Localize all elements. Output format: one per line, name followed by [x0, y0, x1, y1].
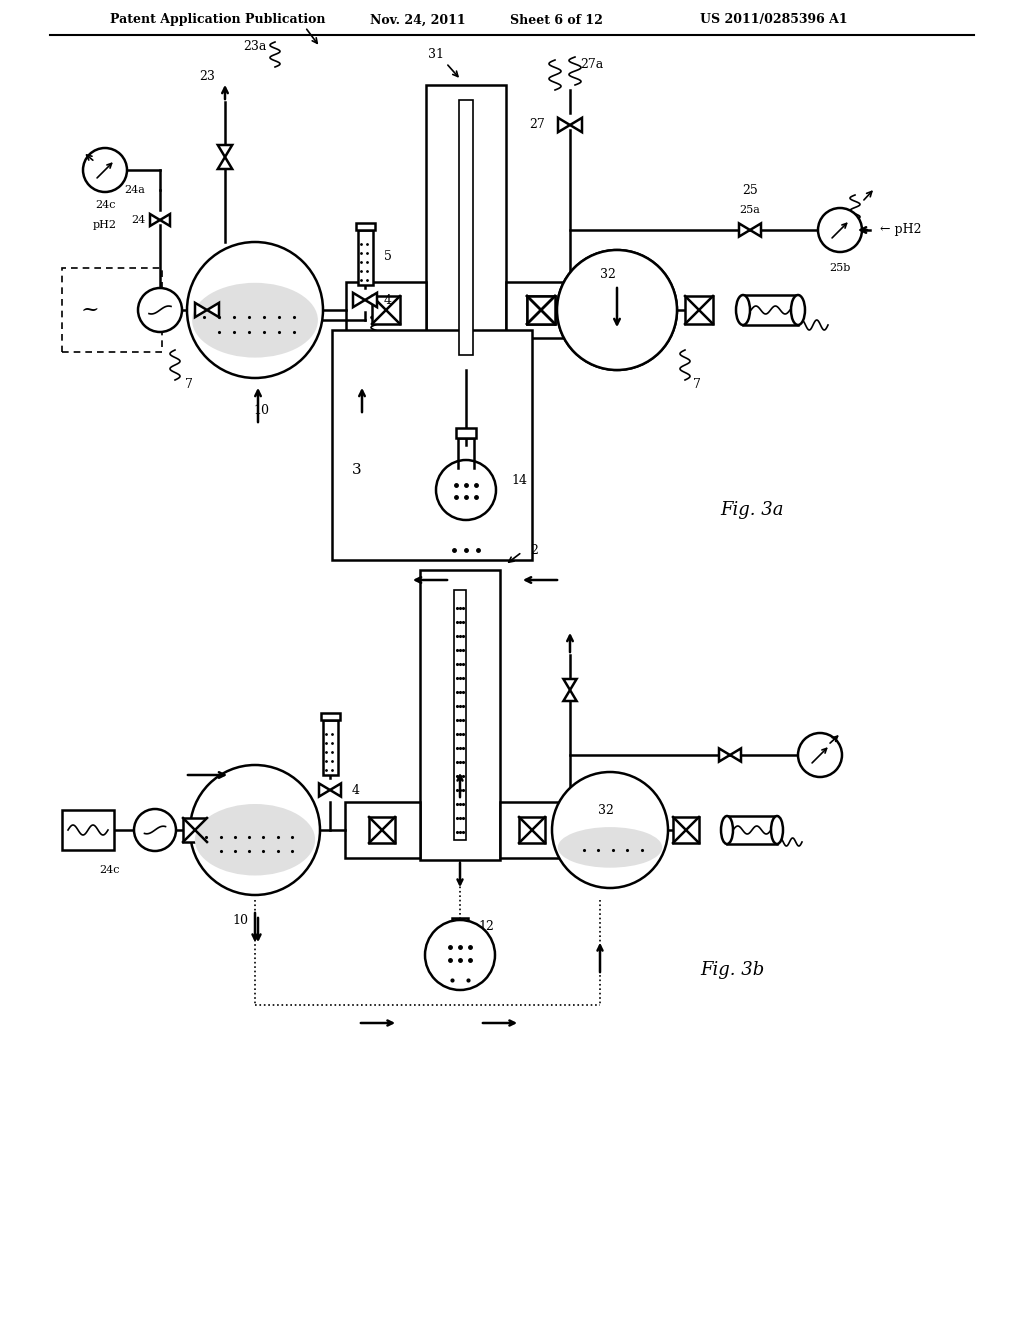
Bar	[673, 817, 699, 843]
Polygon shape	[365, 293, 377, 308]
Ellipse shape	[134, 809, 176, 851]
Bar	[420, 570, 500, 861]
Bar	[345, 803, 420, 858]
Ellipse shape	[791, 294, 805, 325]
Text: 27a: 27a	[580, 58, 603, 71]
Bar	[321, 713, 340, 719]
Ellipse shape	[193, 282, 317, 358]
Bar	[685, 296, 713, 323]
Polygon shape	[719, 748, 730, 762]
Ellipse shape	[736, 294, 750, 325]
Polygon shape	[563, 690, 577, 701]
Polygon shape	[750, 223, 761, 236]
Polygon shape	[218, 145, 232, 157]
Bar	[727, 816, 777, 843]
Bar	[332, 330, 532, 560]
Bar	[346, 282, 426, 338]
Text: 25a: 25a	[739, 205, 761, 215]
Ellipse shape	[557, 249, 677, 370]
Text: 3: 3	[352, 463, 361, 477]
Polygon shape	[570, 117, 582, 132]
Bar	[452, 917, 468, 931]
Text: 27: 27	[529, 119, 545, 132]
Ellipse shape	[558, 828, 663, 867]
Ellipse shape	[557, 249, 677, 370]
Text: 24: 24	[131, 215, 145, 224]
Bar	[506, 282, 575, 338]
Ellipse shape	[190, 766, 319, 895]
Polygon shape	[558, 117, 570, 132]
Text: pH2: pH2	[93, 220, 117, 230]
Text: Fig. 3a: Fig. 3a	[720, 502, 783, 519]
Text: 14: 14	[511, 474, 527, 487]
Ellipse shape	[798, 733, 842, 777]
Text: ← pH2: ← pH2	[880, 223, 922, 236]
Text: 31: 31	[428, 49, 444, 62]
Ellipse shape	[83, 148, 127, 191]
Bar	[355, 223, 375, 230]
Text: 24c: 24c	[95, 201, 116, 210]
Ellipse shape	[552, 772, 668, 888]
Text: 32: 32	[600, 268, 615, 281]
Polygon shape	[195, 302, 207, 317]
Polygon shape	[218, 157, 232, 169]
Polygon shape	[353, 293, 365, 308]
Text: 23a: 23a	[244, 41, 266, 54]
Bar	[500, 803, 565, 858]
Text: Nov. 24, 2011: Nov. 24, 2011	[370, 13, 466, 26]
Bar	[743, 294, 798, 325]
Text: 4: 4	[352, 784, 360, 796]
Ellipse shape	[818, 209, 862, 252]
Bar	[369, 817, 395, 843]
Text: 25b: 25b	[829, 263, 851, 273]
Text: 25: 25	[742, 183, 758, 197]
Polygon shape	[319, 783, 330, 796]
Bar	[527, 296, 555, 323]
Text: 5: 5	[384, 251, 392, 264]
Polygon shape	[150, 214, 160, 226]
Text: 2: 2	[530, 544, 538, 557]
Bar	[519, 817, 545, 843]
Text: Patent Application Publication: Patent Application Publication	[110, 13, 326, 26]
Polygon shape	[739, 223, 750, 236]
Bar	[62, 810, 114, 850]
Ellipse shape	[425, 920, 495, 990]
Ellipse shape	[187, 242, 323, 378]
Bar	[183, 818, 207, 842]
Polygon shape	[730, 748, 741, 762]
Text: 10: 10	[253, 404, 269, 417]
Ellipse shape	[721, 816, 733, 843]
Bar	[527, 296, 555, 323]
Text: 10: 10	[232, 913, 248, 927]
Bar	[454, 590, 466, 840]
Ellipse shape	[771, 816, 783, 843]
Bar	[426, 84, 506, 370]
Text: Fig. 3b: Fig. 3b	[700, 961, 764, 979]
Text: 23: 23	[199, 70, 215, 83]
Text: US 2011/0285396 A1: US 2011/0285396 A1	[700, 13, 848, 26]
Ellipse shape	[195, 804, 315, 875]
Text: 32: 32	[598, 804, 613, 817]
Bar	[62, 268, 162, 352]
Text: 12: 12	[478, 920, 494, 933]
Text: 7: 7	[693, 379, 700, 392]
Bar	[459, 100, 473, 355]
Ellipse shape	[138, 288, 182, 333]
Text: 24c: 24c	[99, 865, 120, 875]
Text: 4: 4	[384, 293, 392, 306]
Text: 7: 7	[185, 379, 193, 392]
Polygon shape	[207, 302, 219, 317]
Polygon shape	[330, 783, 341, 796]
Text: ~: ~	[81, 300, 99, 321]
Ellipse shape	[436, 459, 496, 520]
Bar	[323, 719, 338, 775]
Text: 24a: 24a	[124, 185, 145, 195]
Polygon shape	[563, 678, 577, 690]
Text: Sheet 6 of 12: Sheet 6 of 12	[510, 13, 603, 26]
Bar	[357, 230, 373, 285]
Bar	[372, 296, 400, 323]
Bar	[456, 428, 476, 437]
Polygon shape	[160, 214, 170, 226]
